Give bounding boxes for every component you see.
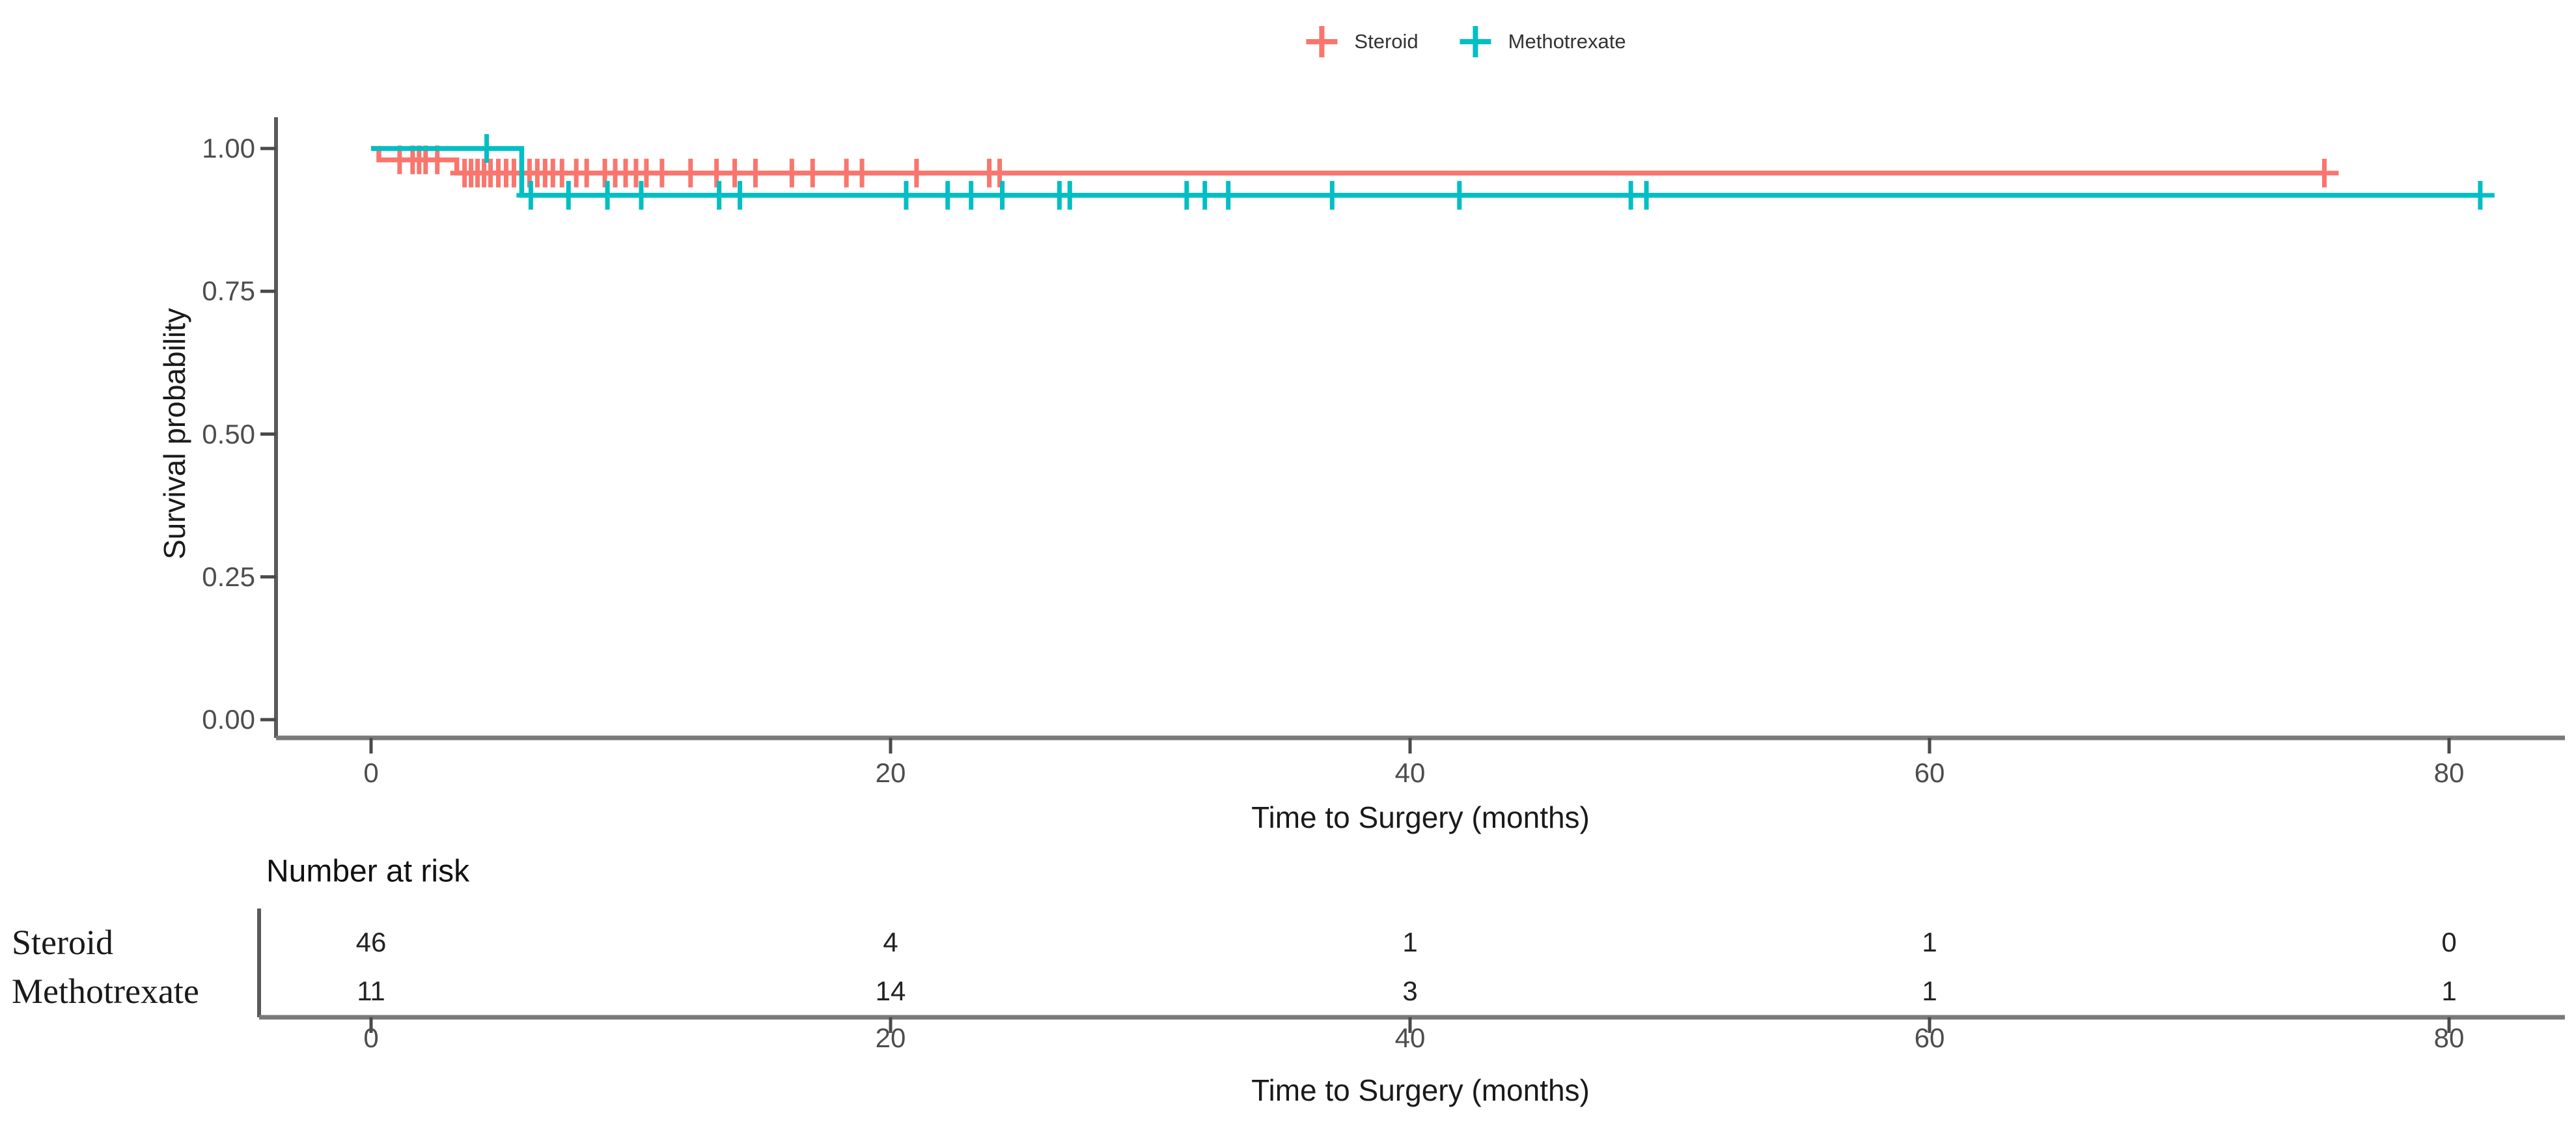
y-axis-title: Survival probability — [158, 307, 191, 560]
censor-plus-icon — [1055, 180, 1085, 210]
risk-row-label-methotrexate: Methotrexate — [12, 972, 199, 1011]
censor-plus-icon — [988, 180, 1017, 210]
legend-label: Steroid — [1354, 30, 1419, 53]
censor-plus-icon — [798, 158, 827, 188]
risk-count: 3 — [1402, 976, 1418, 1006]
risk-x-tick-label: 20 — [875, 1022, 906, 1053]
legend-item-methotrexate: Methotrexate — [1458, 23, 1626, 60]
risk-count: 1 — [1922, 976, 1937, 1006]
risk-x-tick-label: 0 — [363, 1022, 379, 1053]
risk-count: 1 — [2441, 976, 2457, 1006]
censor-plus-icon — [956, 180, 986, 210]
risk-x-axis-title: Time to Surgery (months) — [1251, 1073, 1590, 1107]
censor-plus-icon — [1318, 180, 1347, 210]
x-tick-label: 20 — [875, 757, 906, 788]
censor-plus-icon — [1213, 180, 1243, 210]
censor-plus-icon — [2310, 158, 2339, 188]
x-axis-title: Time to Surgery (months) — [1251, 800, 1590, 834]
risk-count: 4 — [883, 927, 898, 957]
censor-plus-icon — [902, 158, 931, 188]
censor-plus-icon — [516, 180, 546, 210]
y-tick-label: 0.75 — [202, 275, 255, 307]
legend-plus-icon — [1460, 26, 1491, 57]
km-curve-methotrexate — [371, 146, 2480, 198]
censor-plus-icon — [725, 180, 755, 210]
censor-plus-icon — [593, 180, 622, 210]
risk-row-label-steroid: Steroid — [12, 923, 113, 962]
censor-plus-icon — [1445, 180, 1474, 210]
y-tick-label: 0.50 — [202, 418, 255, 449]
legend-plus-icon — [1306, 26, 1338, 57]
risk-count: 11 — [357, 976, 385, 1006]
risk-count: 1 — [1402, 927, 1418, 957]
censor-plus-icon — [741, 158, 770, 188]
legend-item-steroid: Steroid — [1303, 23, 1419, 60]
censor-plus-icon — [554, 180, 583, 210]
legend: Steroid Methotrexate — [1303, 23, 1626, 60]
censor-plus-icon — [985, 158, 1014, 188]
risk-x-tick-label: 40 — [1394, 1022, 1426, 1053]
censor-plus-icon — [472, 134, 501, 163]
risk-table-heading: Number at risk — [266, 854, 470, 889]
censor-plus-icon — [1632, 180, 1661, 210]
censor-plus-icon — [2465, 180, 2495, 210]
censor-plus-icon — [848, 158, 877, 188]
censor-plus-icon — [891, 180, 921, 210]
y-tick-label: 0.25 — [202, 561, 255, 592]
legend-label: Methotrexate — [1508, 30, 1626, 53]
risk-count: 1 — [1922, 927, 1937, 957]
censor-plus-icon — [647, 158, 676, 188]
x-tick-label: 0 — [363, 757, 379, 788]
risk-count: 46 — [355, 927, 387, 957]
risk-count: 0 — [2441, 927, 2457, 957]
x-tick-label: 60 — [1914, 757, 1945, 788]
censor-plus-icon — [626, 180, 656, 210]
x-tick-label: 80 — [2433, 757, 2465, 788]
censor-plus-icon — [676, 158, 705, 188]
risk-x-tick-label: 60 — [1914, 1022, 1945, 1053]
risk-x-tick-label: 80 — [2433, 1022, 2465, 1053]
y-tick-label: 0.00 — [202, 704, 255, 735]
x-tick-label: 40 — [1394, 757, 1426, 788]
y-tick-label: 1.00 — [202, 133, 255, 163]
risk-count: 14 — [875, 976, 906, 1006]
